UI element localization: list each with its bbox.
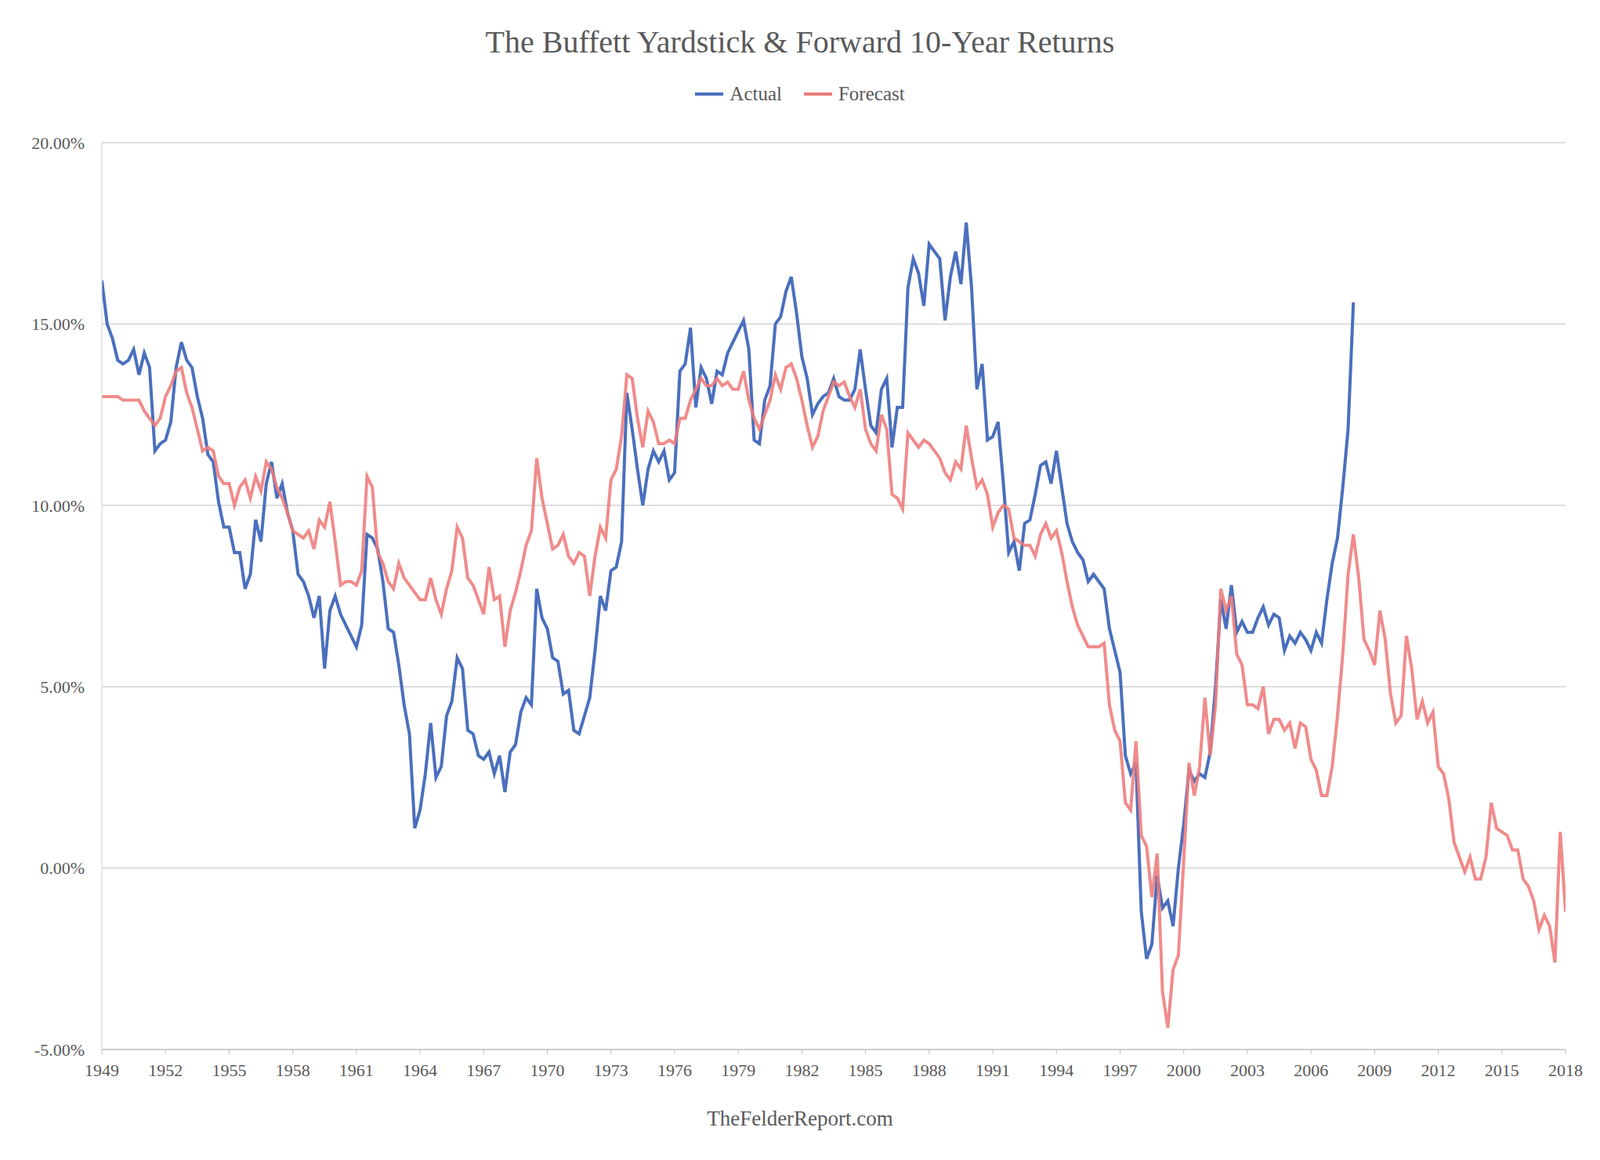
html-text:Forecast: Forecast bbox=[838, 83, 905, 105]
svg-text:1994: 1994 bbox=[1038, 1060, 1074, 1080]
svg-text:0.00%: 0.00% bbox=[39, 857, 85, 878]
svg-text:1952: 1952 bbox=[148, 1060, 183, 1080]
svg-text:-5.00%: -5.00% bbox=[34, 1039, 85, 1060]
svg-text:1967: 1967 bbox=[466, 1060, 501, 1080]
svg-text:2003: 2003 bbox=[1230, 1060, 1265, 1080]
svg-text:2000: 2000 bbox=[1166, 1060, 1202, 1080]
svg-text:2015: 2015 bbox=[1484, 1060, 1520, 1080]
svg-text:15.00%: 15.00% bbox=[31, 314, 85, 334]
svg-text:20.00%: 20.00% bbox=[31, 133, 85, 153]
svg-text:1955: 1955 bbox=[211, 1060, 247, 1080]
svg-text:1970: 1970 bbox=[530, 1060, 565, 1080]
svg-text:1988: 1988 bbox=[912, 1060, 947, 1080]
svg-text:1964: 1964 bbox=[402, 1060, 438, 1080]
html-text:TheFelderReport.com: TheFelderReport.com bbox=[706, 1106, 894, 1130]
svg-text:1976: 1976 bbox=[657, 1060, 692, 1080]
svg-text:2006: 2006 bbox=[1293, 1060, 1329, 1080]
svg-text:2018: 2018 bbox=[1548, 1060, 1583, 1080]
svg-text:1958: 1958 bbox=[275, 1060, 311, 1080]
html-text:Actual: Actual bbox=[729, 83, 782, 105]
svg-text:10.00%: 10.00% bbox=[31, 495, 85, 516]
html-text:The Buffett Yardstick & Forwar: The Buffett Yardstick & Forward 10-Year … bbox=[485, 24, 1115, 60]
svg-text:1979: 1979 bbox=[720, 1060, 756, 1080]
svg-text:1961: 1961 bbox=[339, 1060, 374, 1080]
svg-text:2012: 2012 bbox=[1421, 1060, 1456, 1080]
svg-text:1985: 1985 bbox=[848, 1060, 884, 1080]
svg-text:1949: 1949 bbox=[84, 1060, 120, 1080]
svg-text:1997: 1997 bbox=[1102, 1060, 1137, 1080]
svg-text:1982: 1982 bbox=[784, 1060, 819, 1080]
svg-text:2009: 2009 bbox=[1357, 1060, 1392, 1080]
svg-text:1973: 1973 bbox=[593, 1060, 629, 1080]
svg-text:5.00%: 5.00% bbox=[39, 676, 85, 697]
svg-text:1991: 1991 bbox=[975, 1060, 1010, 1080]
